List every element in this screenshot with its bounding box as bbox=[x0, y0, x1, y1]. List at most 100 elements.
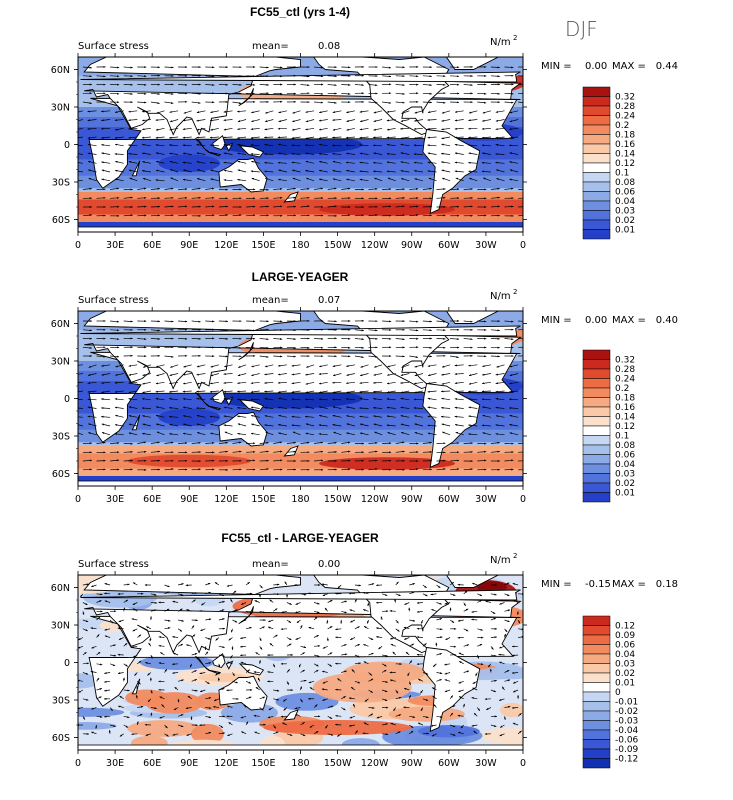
stress-arrow bbox=[237, 381, 247, 385]
colorbar-label: 0.24 bbox=[615, 375, 635, 385]
stress-arrow bbox=[142, 373, 151, 376]
stress-arrow bbox=[223, 364, 233, 368]
stress-arrow bbox=[409, 320, 419, 323]
coastline bbox=[218, 411, 268, 447]
colorbar-swatch bbox=[582, 124, 611, 135]
stress-arrow bbox=[277, 423, 287, 427]
stress-arrow bbox=[318, 119, 328, 122]
stress-arrow bbox=[196, 390, 206, 393]
coastline bbox=[80, 71, 521, 83]
stress-arrow bbox=[259, 83, 269, 86]
stress-arrow bbox=[427, 406, 437, 409]
stress-arrow bbox=[427, 390, 437, 393]
stress-arrow bbox=[373, 423, 383, 427]
coastline bbox=[422, 383, 481, 469]
stress-arrow bbox=[332, 390, 342, 394]
stress-arrow bbox=[504, 101, 514, 104]
colorbar-label: -0.03 bbox=[615, 717, 638, 727]
stress-arrow bbox=[246, 92, 256, 95]
colorbar-label: 0.32 bbox=[615, 93, 635, 103]
stress-arrow bbox=[264, 170, 274, 173]
map-field bbox=[78, 57, 523, 232]
stress-arrow bbox=[264, 119, 274, 123]
colorbar-label: -0.01 bbox=[615, 698, 638, 708]
stress-arrow bbox=[372, 390, 383, 393]
colorbar-swatch bbox=[582, 729, 611, 740]
stress-arrow bbox=[182, 406, 192, 409]
colorbar-label: 0.28 bbox=[615, 365, 635, 375]
stress-arrow bbox=[395, 338, 405, 341]
stress-arrow bbox=[436, 346, 446, 349]
stress-arrow bbox=[155, 406, 165, 409]
stress-arrow bbox=[169, 136, 179, 139]
stress-arrow bbox=[196, 169, 206, 173]
stress-arrow bbox=[223, 397, 233, 401]
colorbar-label: 0.04 bbox=[615, 197, 635, 207]
stress-arrow bbox=[354, 84, 365, 87]
stress-arrow bbox=[495, 110, 505, 113]
stress-arrow bbox=[87, 110, 97, 113]
colorbar-swatch bbox=[582, 115, 611, 126]
stress-arrow bbox=[341, 214, 351, 217]
stress-arrow bbox=[481, 398, 491, 401]
stress-arrow bbox=[223, 143, 233, 147]
colorbar-swatch bbox=[582, 444, 611, 455]
stress-arrow bbox=[110, 187, 120, 190]
stress-arrow bbox=[468, 127, 478, 130]
stress-arrow bbox=[205, 205, 215, 208]
x-tick-label: 30E bbox=[106, 240, 124, 251]
stress-arrow bbox=[504, 92, 514, 95]
colorbar-swatch bbox=[582, 634, 611, 645]
stress-arrow bbox=[277, 143, 287, 147]
stress-arrow bbox=[78, 110, 83, 113]
stress-arrow bbox=[382, 205, 392, 208]
stress-arrow bbox=[88, 423, 97, 427]
stress-arrow bbox=[413, 170, 423, 173]
stress-arrow bbox=[170, 177, 179, 182]
stress-arrow bbox=[122, 677, 125, 682]
stress-arrow bbox=[318, 178, 328, 182]
stress-arrow bbox=[495, 153, 505, 156]
stress-arrow bbox=[131, 733, 138, 736]
stress-arrow bbox=[382, 188, 392, 191]
stress-arrow bbox=[346, 178, 355, 182]
stress-arrow bbox=[128, 406, 138, 409]
stress-arrow bbox=[182, 178, 192, 182]
stress-arrow bbox=[150, 329, 161, 332]
colorbar-label: 0.02 bbox=[615, 669, 635, 679]
contour-region bbox=[475, 667, 523, 680]
stress-arrow bbox=[477, 92, 487, 95]
stress-arrow bbox=[273, 338, 283, 341]
stress-arrow bbox=[110, 92, 120, 95]
stress-arrow bbox=[386, 390, 396, 394]
stress-arrow bbox=[359, 415, 369, 418]
x-tick-label: 0 bbox=[75, 240, 81, 251]
stress-arrow bbox=[345, 398, 355, 401]
stress-arrow bbox=[259, 214, 269, 217]
stress-arrow bbox=[450, 645, 457, 648]
min-value: 0.00 bbox=[585, 315, 607, 326]
stress-arrow bbox=[300, 196, 310, 199]
stress-arrow bbox=[142, 390, 151, 394]
stress-arrow bbox=[468, 152, 478, 155]
colorbar-swatch bbox=[582, 701, 611, 712]
stress-arrow bbox=[490, 196, 501, 199]
stress-arrow bbox=[495, 143, 505, 147]
stress-arrow bbox=[427, 415, 437, 418]
stress-arrow bbox=[508, 407, 519, 410]
colorbar-swatch bbox=[582, 758, 611, 769]
stress-arrow bbox=[209, 415, 219, 418]
stress-arrow bbox=[386, 152, 396, 155]
stress-arrow bbox=[346, 127, 355, 131]
stress-arrow bbox=[286, 338, 297, 341]
stress-arrow bbox=[115, 373, 124, 376]
stress-arrow bbox=[141, 110, 151, 113]
stress-arrow bbox=[218, 205, 229, 208]
stress-arrow bbox=[251, 373, 260, 377]
stress-arrow bbox=[82, 214, 93, 217]
stress-arrow bbox=[359, 381, 369, 384]
stress-arrow bbox=[96, 75, 106, 78]
stress-arrow bbox=[169, 423, 179, 427]
stress-arrow bbox=[436, 196, 446, 199]
colorbar-swatch bbox=[582, 653, 611, 664]
